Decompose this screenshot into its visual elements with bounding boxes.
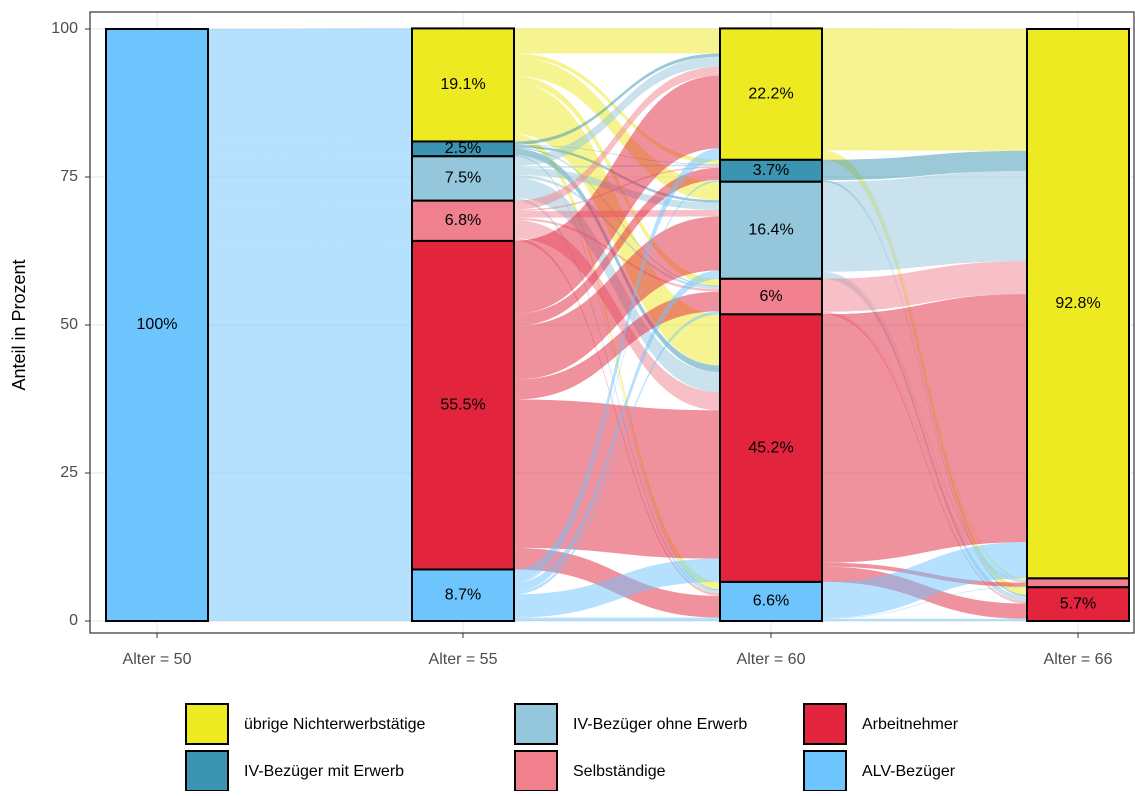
flow bbox=[514, 291, 720, 400]
value-label: 6% bbox=[759, 288, 782, 305]
flow bbox=[208, 28, 412, 142]
flow bbox=[208, 569, 412, 621]
flow bbox=[514, 148, 720, 581]
value-label: 8.7% bbox=[445, 586, 481, 603]
flow bbox=[822, 586, 1027, 619]
x-tick-label: Alter = 55 bbox=[429, 651, 498, 668]
value-label: 55.5% bbox=[440, 396, 485, 413]
panel-border bbox=[89, 11, 1135, 634]
flow bbox=[208, 200, 412, 242]
flow bbox=[514, 179, 720, 583]
value-label: 45.2% bbox=[748, 439, 793, 456]
bar-segment bbox=[719, 180, 823, 280]
legend-label: Selbständige bbox=[573, 763, 666, 780]
value-label: 22.2% bbox=[748, 85, 793, 102]
flow bbox=[514, 399, 720, 559]
value-label: 19.1% bbox=[440, 76, 485, 93]
legend-label: ALV-Bezüger bbox=[862, 763, 956, 780]
legend-key bbox=[514, 750, 558, 792]
flow bbox=[822, 542, 1027, 619]
bar-segment bbox=[411, 27, 515, 143]
legend-key bbox=[185, 750, 229, 792]
bar-segment bbox=[411, 568, 515, 622]
flow bbox=[514, 144, 720, 165]
value-label: 5.7% bbox=[1060, 595, 1096, 612]
legend-key bbox=[803, 750, 847, 792]
value-label: 16.4% bbox=[748, 221, 793, 238]
bar-segment bbox=[719, 27, 823, 161]
bar-segment bbox=[719, 580, 823, 622]
y-tick-label: 100 bbox=[51, 20, 78, 37]
flow bbox=[822, 261, 1027, 312]
y-tick-label: 25 bbox=[60, 464, 78, 481]
flow bbox=[822, 28, 1027, 151]
flow bbox=[822, 618, 1027, 621]
x-tick-label: Alter = 60 bbox=[737, 651, 806, 668]
value-label: 2.5% bbox=[445, 140, 481, 157]
flow bbox=[514, 75, 720, 314]
legend-key bbox=[514, 703, 558, 745]
bar-segment bbox=[105, 28, 209, 622]
flow bbox=[514, 155, 720, 591]
legend-key bbox=[185, 703, 229, 745]
flow bbox=[514, 56, 720, 167]
value-label: 100% bbox=[137, 316, 178, 333]
flow bbox=[514, 175, 720, 290]
flow bbox=[514, 216, 720, 380]
flow bbox=[514, 66, 720, 210]
flow bbox=[514, 311, 720, 595]
x-tick-label: Alter = 50 bbox=[123, 651, 192, 668]
x-tick-label: Alter = 66 bbox=[1044, 651, 1113, 668]
legend-label: IV-Bezüger mit Erwerb bbox=[244, 763, 404, 780]
bar-segment bbox=[719, 277, 823, 316]
bar-segment bbox=[719, 313, 823, 583]
flow bbox=[208, 156, 412, 202]
legend-label: übrige Nichterwerbstätige bbox=[244, 716, 426, 733]
flow bbox=[514, 148, 720, 373]
value-label: 6.6% bbox=[753, 593, 789, 610]
flow bbox=[822, 294, 1027, 563]
flow bbox=[514, 217, 720, 292]
flow bbox=[514, 167, 720, 326]
legend-label: IV-Bezüger ohne Erwerb bbox=[573, 716, 747, 733]
y-tick-label: 75 bbox=[60, 168, 78, 185]
flow bbox=[514, 57, 720, 201]
bar-segment bbox=[1026, 28, 1130, 580]
flow bbox=[514, 270, 720, 592]
y-axis-title: Anteil in Prozent bbox=[9, 259, 29, 390]
legend-key bbox=[803, 703, 847, 745]
flow bbox=[514, 28, 720, 54]
y-tick-label: 0 bbox=[69, 612, 78, 629]
y-tick-label: 50 bbox=[60, 316, 78, 333]
value-label: 7.5% bbox=[445, 170, 481, 187]
value-label: 6.8% bbox=[445, 212, 481, 229]
flow bbox=[514, 558, 720, 618]
bar-segment bbox=[411, 199, 515, 242]
bar-segment bbox=[1026, 577, 1130, 589]
bar-segment bbox=[1026, 586, 1130, 622]
flow bbox=[822, 150, 1027, 181]
flow bbox=[208, 141, 412, 157]
flow bbox=[822, 171, 1027, 272]
legend-label: Arbeitnehmer bbox=[862, 716, 959, 733]
flow bbox=[514, 197, 720, 594]
flow bbox=[514, 53, 720, 145]
value-label: 3.7% bbox=[753, 162, 789, 179]
flow bbox=[208, 240, 412, 570]
bar-segment bbox=[411, 239, 515, 571]
value-label: 92.8% bbox=[1055, 295, 1100, 312]
flow bbox=[514, 617, 720, 621]
